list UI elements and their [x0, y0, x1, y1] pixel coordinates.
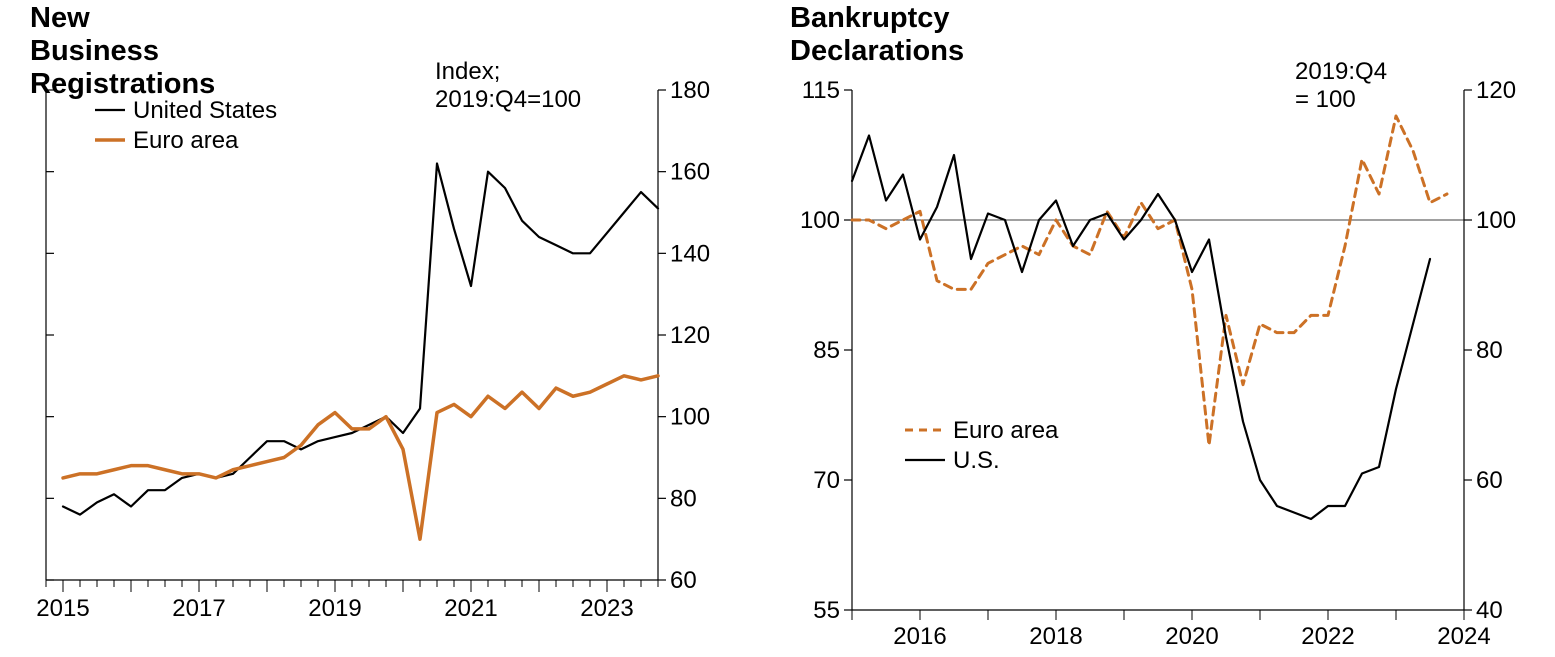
svg-text:2022: 2022 [1301, 623, 1354, 650]
svg-text:55: 55 [813, 597, 840, 624]
right-chart-svg: 55 70 85 100 115 40 60 80 100 120 2016 2018 2020 2022… [0, 0, 1555, 657]
svg-text:2024: 2024 [1437, 623, 1490, 650]
svg-text:U.S.: U.S. [953, 447, 1000, 474]
svg-text:40: 40 [1476, 597, 1503, 624]
svg-text:85: 85 [813, 337, 840, 364]
svg-text:60: 60 [1476, 467, 1503, 494]
svg-text:2016: 2016 [893, 623, 946, 650]
svg-text:120: 120 [1476, 77, 1516, 104]
chart-container: New Business Registrations Index; 2019:Q… [0, 0, 1555, 657]
svg-text:80: 80 [1476, 337, 1503, 364]
svg-text:2018: 2018 [1029, 623, 1082, 650]
svg-text:100: 100 [1476, 207, 1516, 234]
svg-text:100: 100 [800, 207, 840, 234]
svg-text:115: 115 [802, 77, 840, 104]
svg-text:2020: 2020 [1165, 623, 1218, 650]
svg-text:70: 70 [813, 467, 840, 494]
svg-text:Euro area: Euro area [953, 417, 1059, 444]
